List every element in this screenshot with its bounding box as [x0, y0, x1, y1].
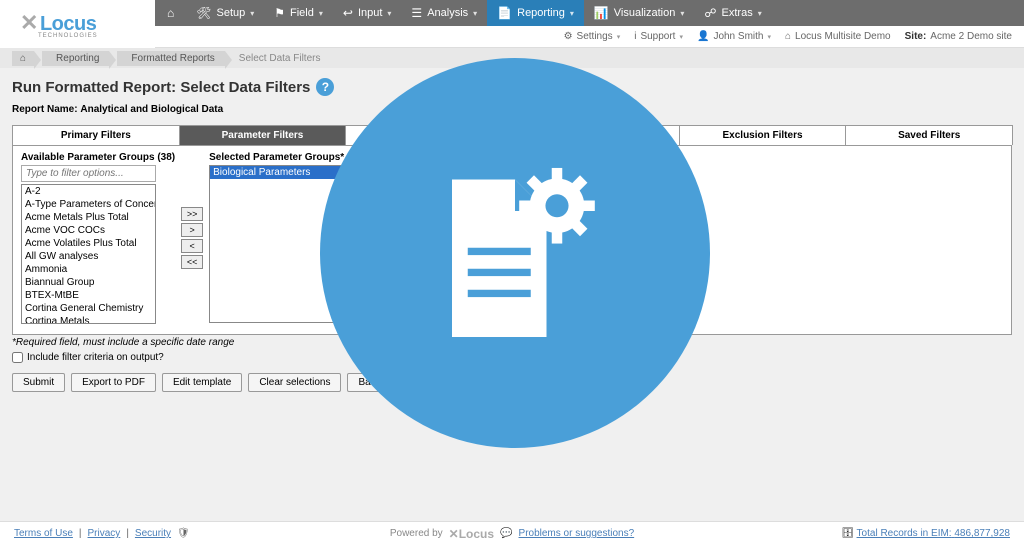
page-title: Run Formatted Report: Select Data Filter… — [12, 78, 1012, 96]
terms-link[interactable]: Terms of Use — [14, 528, 73, 539]
move-button[interactable]: > — [181, 223, 203, 237]
list-item[interactable]: A-2 — [22, 185, 155, 198]
action-button[interactable]: Clear selections — [248, 373, 341, 392]
action-button[interactable]: Export to PDF — [71, 373, 156, 392]
tab[interactable]: Sample Filters — [345, 125, 513, 145]
footer: Terms of Use | Privacy | Security 🛡 Powe… — [0, 521, 1024, 545]
settings-link[interactable]: ⚙ Settings ▾ — [564, 31, 621, 42]
selected-label: Selected Parameter Groups* (1 / 2100) — [209, 152, 390, 163]
tab[interactable]: Exclusion Filters — [679, 125, 847, 145]
include-criteria-checkbox[interactable] — [12, 352, 23, 363]
list-item[interactable]: BTEX-MtBE — [22, 289, 155, 302]
list-item[interactable]: Biannual Group — [22, 276, 155, 289]
nav-input[interactable]: ↩Input▾ — [333, 0, 402, 26]
action-row: Submit Export to PDF Edit template Clear se… — [12, 373, 1012, 392]
report-name-row: Report Name: Analytical and Biological D… — [12, 104, 1012, 115]
move-buttons: >>><<< — [181, 207, 203, 269]
security-link[interactable]: Security — [135, 528, 171, 539]
problems-link[interactable]: Problems or suggestions? — [519, 528, 635, 539]
footnote: *Required field, must include a specific… — [12, 337, 1012, 348]
chat-icon: 💬 — [500, 528, 512, 539]
demo-link[interactable]: ⌂ Locus Multisite Demo — [785, 31, 891, 42]
footer-logo: ✕Locus — [449, 527, 494, 541]
nav-field[interactable]: ⚑Field▾ — [264, 0, 333, 26]
breadcrumb-current: Select Data Filters — [233, 53, 321, 64]
list-item[interactable]: Acme VOC COCs — [22, 224, 155, 237]
list-item[interactable]: Cortina General Chemistry — [22, 302, 155, 315]
support-link[interactable]: i Support ▾ — [634, 31, 683, 42]
privacy-link[interactable]: Privacy — [88, 528, 121, 539]
tab[interactable]: Primary Filters — [12, 125, 180, 145]
selected-listbox[interactable]: Biological Parameters — [209, 165, 369, 323]
filter-input[interactable] — [21, 165, 156, 182]
list-item[interactable]: Biological Parameters — [210, 166, 368, 179]
list-item[interactable]: All GW analyses — [22, 250, 155, 263]
move-button[interactable]: >> — [181, 207, 203, 221]
breadcrumb-home[interactable]: ⌂ — [12, 51, 34, 66]
nav-reporting[interactable]: 📄Reporting▾ — [487, 0, 584, 26]
breadcrumb-item[interactable]: Formatted Reports — [117, 51, 224, 66]
total-records-link[interactable]: Total Records in EIM: 486,877,928 — [857, 528, 1010, 539]
nav-home[interactable]: ⌂ — [155, 0, 186, 26]
list-item[interactable]: Acme Metals Plus Total — [22, 211, 155, 224]
home-icon: ⌂ — [167, 6, 174, 20]
shield-icon: 🛡 — [177, 528, 190, 539]
user-menu[interactable]: 👤 John Smith ▾ — [697, 31, 771, 42]
breadcrumb-item[interactable]: Reporting — [42, 51, 109, 66]
action-button[interactable]: Back to all templates — [347, 373, 461, 392]
nav-visualization[interactable]: 📊Visualization▾ — [584, 0, 695, 26]
include-criteria-label: Include filter criteria on output? — [27, 352, 164, 363]
tab-body: Available Parameter Groups (38) A-2A-Typ… — [12, 146, 1012, 335]
tab-row: Primary FiltersParameter FiltersSample F… — [12, 125, 1012, 146]
nav-setup[interactable]: 🛠Setup▾ — [186, 0, 264, 26]
tab[interactable] — [512, 125, 680, 145]
db-icon: 🗄 — [841, 528, 854, 539]
nav-extras[interactable]: ☍Extras▾ — [694, 0, 771, 26]
list-item[interactable]: Cortina Metals — [22, 315, 155, 324]
help-icon[interactable]: ? — [316, 78, 334, 96]
move-button[interactable]: << — [181, 255, 203, 269]
nav-analysis[interactable]: ☰Analysis▾ — [401, 0, 487, 26]
tab[interactable]: Saved Filters — [845, 125, 1013, 145]
list-item[interactable]: Ammonia — [22, 263, 155, 276]
tab[interactable]: Parameter Filters — [179, 125, 347, 145]
list-item[interactable]: A-Type Parameters of Concern — [22, 198, 155, 211]
breadcrumb: ⌂ Reporting Formatted Reports Select Data… — [0, 48, 1024, 68]
list-item[interactable]: Acme Volatiles Plus Total — [22, 237, 155, 250]
action-button[interactable]: Submit — [12, 373, 65, 392]
site-selector[interactable]: Site: Acme 2 Demo site — [905, 31, 1012, 42]
action-button[interactable]: Edit template — [162, 373, 242, 392]
available-label: Available Parameter Groups (38) — [21, 152, 175, 163]
move-button[interactable]: < — [181, 239, 203, 253]
available-listbox[interactable]: A-2A-Type Parameters of ConcernAcme Meta… — [21, 184, 156, 324]
brand-logo[interactable]: ✕Locus TECHNOLOGIES — [0, 0, 155, 48]
